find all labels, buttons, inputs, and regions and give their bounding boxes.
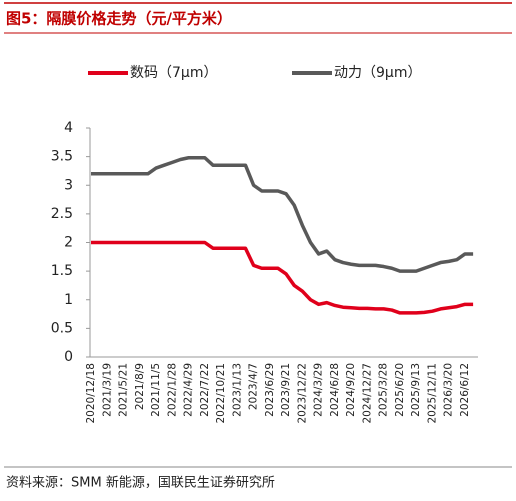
y-tick-label: 1.5	[51, 263, 73, 279]
x-tick-label: 2023/6/29	[264, 363, 276, 417]
x-tick-label: 2025/9/13	[410, 363, 422, 417]
x-tick-label: 2022/10/21	[215, 363, 227, 424]
x-tick-label: 2023/1/13	[231, 363, 243, 417]
x-tick-label: 2022/1/28	[166, 363, 178, 417]
chart-title: 图5：隔膜价格走势（元/平方米）	[6, 10, 232, 28]
y-tick-label: 2	[64, 235, 73, 251]
x-tick-label: 2024/9/20	[345, 363, 357, 417]
y-tick-label: 0.5	[51, 320, 73, 336]
y-tick-label: 4	[64, 120, 73, 136]
x-tick-label: 2020/12/18	[85, 363, 97, 424]
series-line	[91, 240, 474, 315]
x-tick-label: 2023/4/7	[248, 363, 260, 410]
x-tick-label: 2021/8/9	[134, 363, 146, 410]
x-tick-label: 2021/5/21	[118, 363, 130, 417]
x-tick-label: 2022/4/29	[183, 363, 195, 417]
y-tick-label: 0	[64, 349, 73, 365]
x-tick-label: 2021/11/5	[150, 363, 162, 417]
x-tick-label: 2024/12/27	[361, 363, 373, 424]
x-tick-label: 2021/3/19	[101, 363, 113, 417]
x-tick-label: 2026/3/20	[443, 363, 455, 417]
y-tick-label: 3	[64, 177, 73, 193]
source: 资料来源：SMM 新能源，国联民生证券研究所	[6, 475, 275, 491]
y-tick-label: 2.5	[51, 206, 73, 222]
legend-label: 动力（9μm）	[334, 65, 421, 81]
x-tick-label: 2022/7/22	[199, 363, 211, 417]
x-tick-label: 2025/6/20	[394, 363, 406, 417]
x-tick-label: 2026/6/12	[459, 363, 471, 417]
x-tick-label: 2025/3/28	[378, 363, 390, 417]
x-tick-label: 2025/12/11	[426, 363, 438, 424]
y-tick-label: 1	[64, 292, 73, 308]
y-tick-label: 3.5	[51, 149, 73, 165]
x-tick-label: 2023/12/22	[296, 363, 308, 424]
legend-label: 数码（7μm）	[130, 65, 217, 81]
x-tick-label: 2023/9/21	[280, 363, 292, 417]
x-tick-label: 2024/3/29	[313, 363, 325, 417]
x-tick-label: 2024/6/28	[329, 363, 341, 417]
series-line	[91, 156, 474, 273]
